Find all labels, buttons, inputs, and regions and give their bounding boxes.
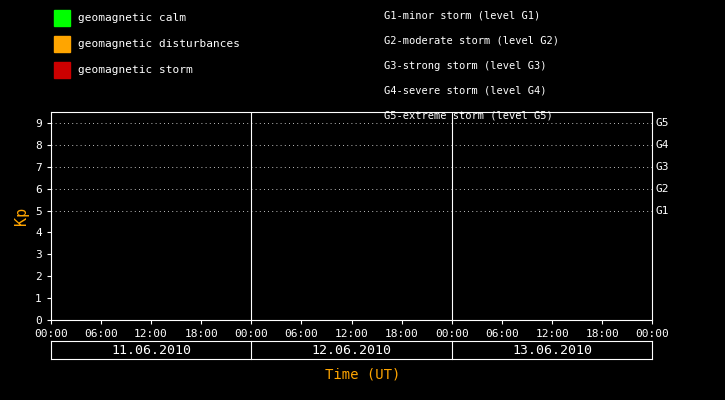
Text: geomagnetic disturbances: geomagnetic disturbances: [78, 39, 240, 49]
Text: G1: G1: [656, 206, 669, 216]
Text: G5-extreme storm (level G5): G5-extreme storm (level G5): [384, 110, 553, 120]
Text: G5: G5: [656, 118, 669, 128]
Text: 13.06.2010: 13.06.2010: [512, 344, 592, 356]
Text: G1-minor storm (level G1): G1-minor storm (level G1): [384, 11, 541, 21]
Text: 11.06.2010: 11.06.2010: [111, 344, 191, 356]
Text: G4: G4: [656, 140, 669, 150]
Y-axis label: Kp: Kp: [14, 207, 30, 225]
Text: G2: G2: [656, 184, 669, 194]
Text: G3-strong storm (level G3): G3-strong storm (level G3): [384, 61, 547, 70]
Text: G3: G3: [656, 162, 669, 172]
Text: G4-severe storm (level G4): G4-severe storm (level G4): [384, 85, 547, 95]
Text: Time (UT): Time (UT): [325, 367, 400, 382]
Text: G2-moderate storm (level G2): G2-moderate storm (level G2): [384, 36, 559, 46]
Text: geomagnetic storm: geomagnetic storm: [78, 65, 193, 75]
Text: 12.06.2010: 12.06.2010: [312, 344, 392, 356]
Text: geomagnetic calm: geomagnetic calm: [78, 13, 186, 23]
